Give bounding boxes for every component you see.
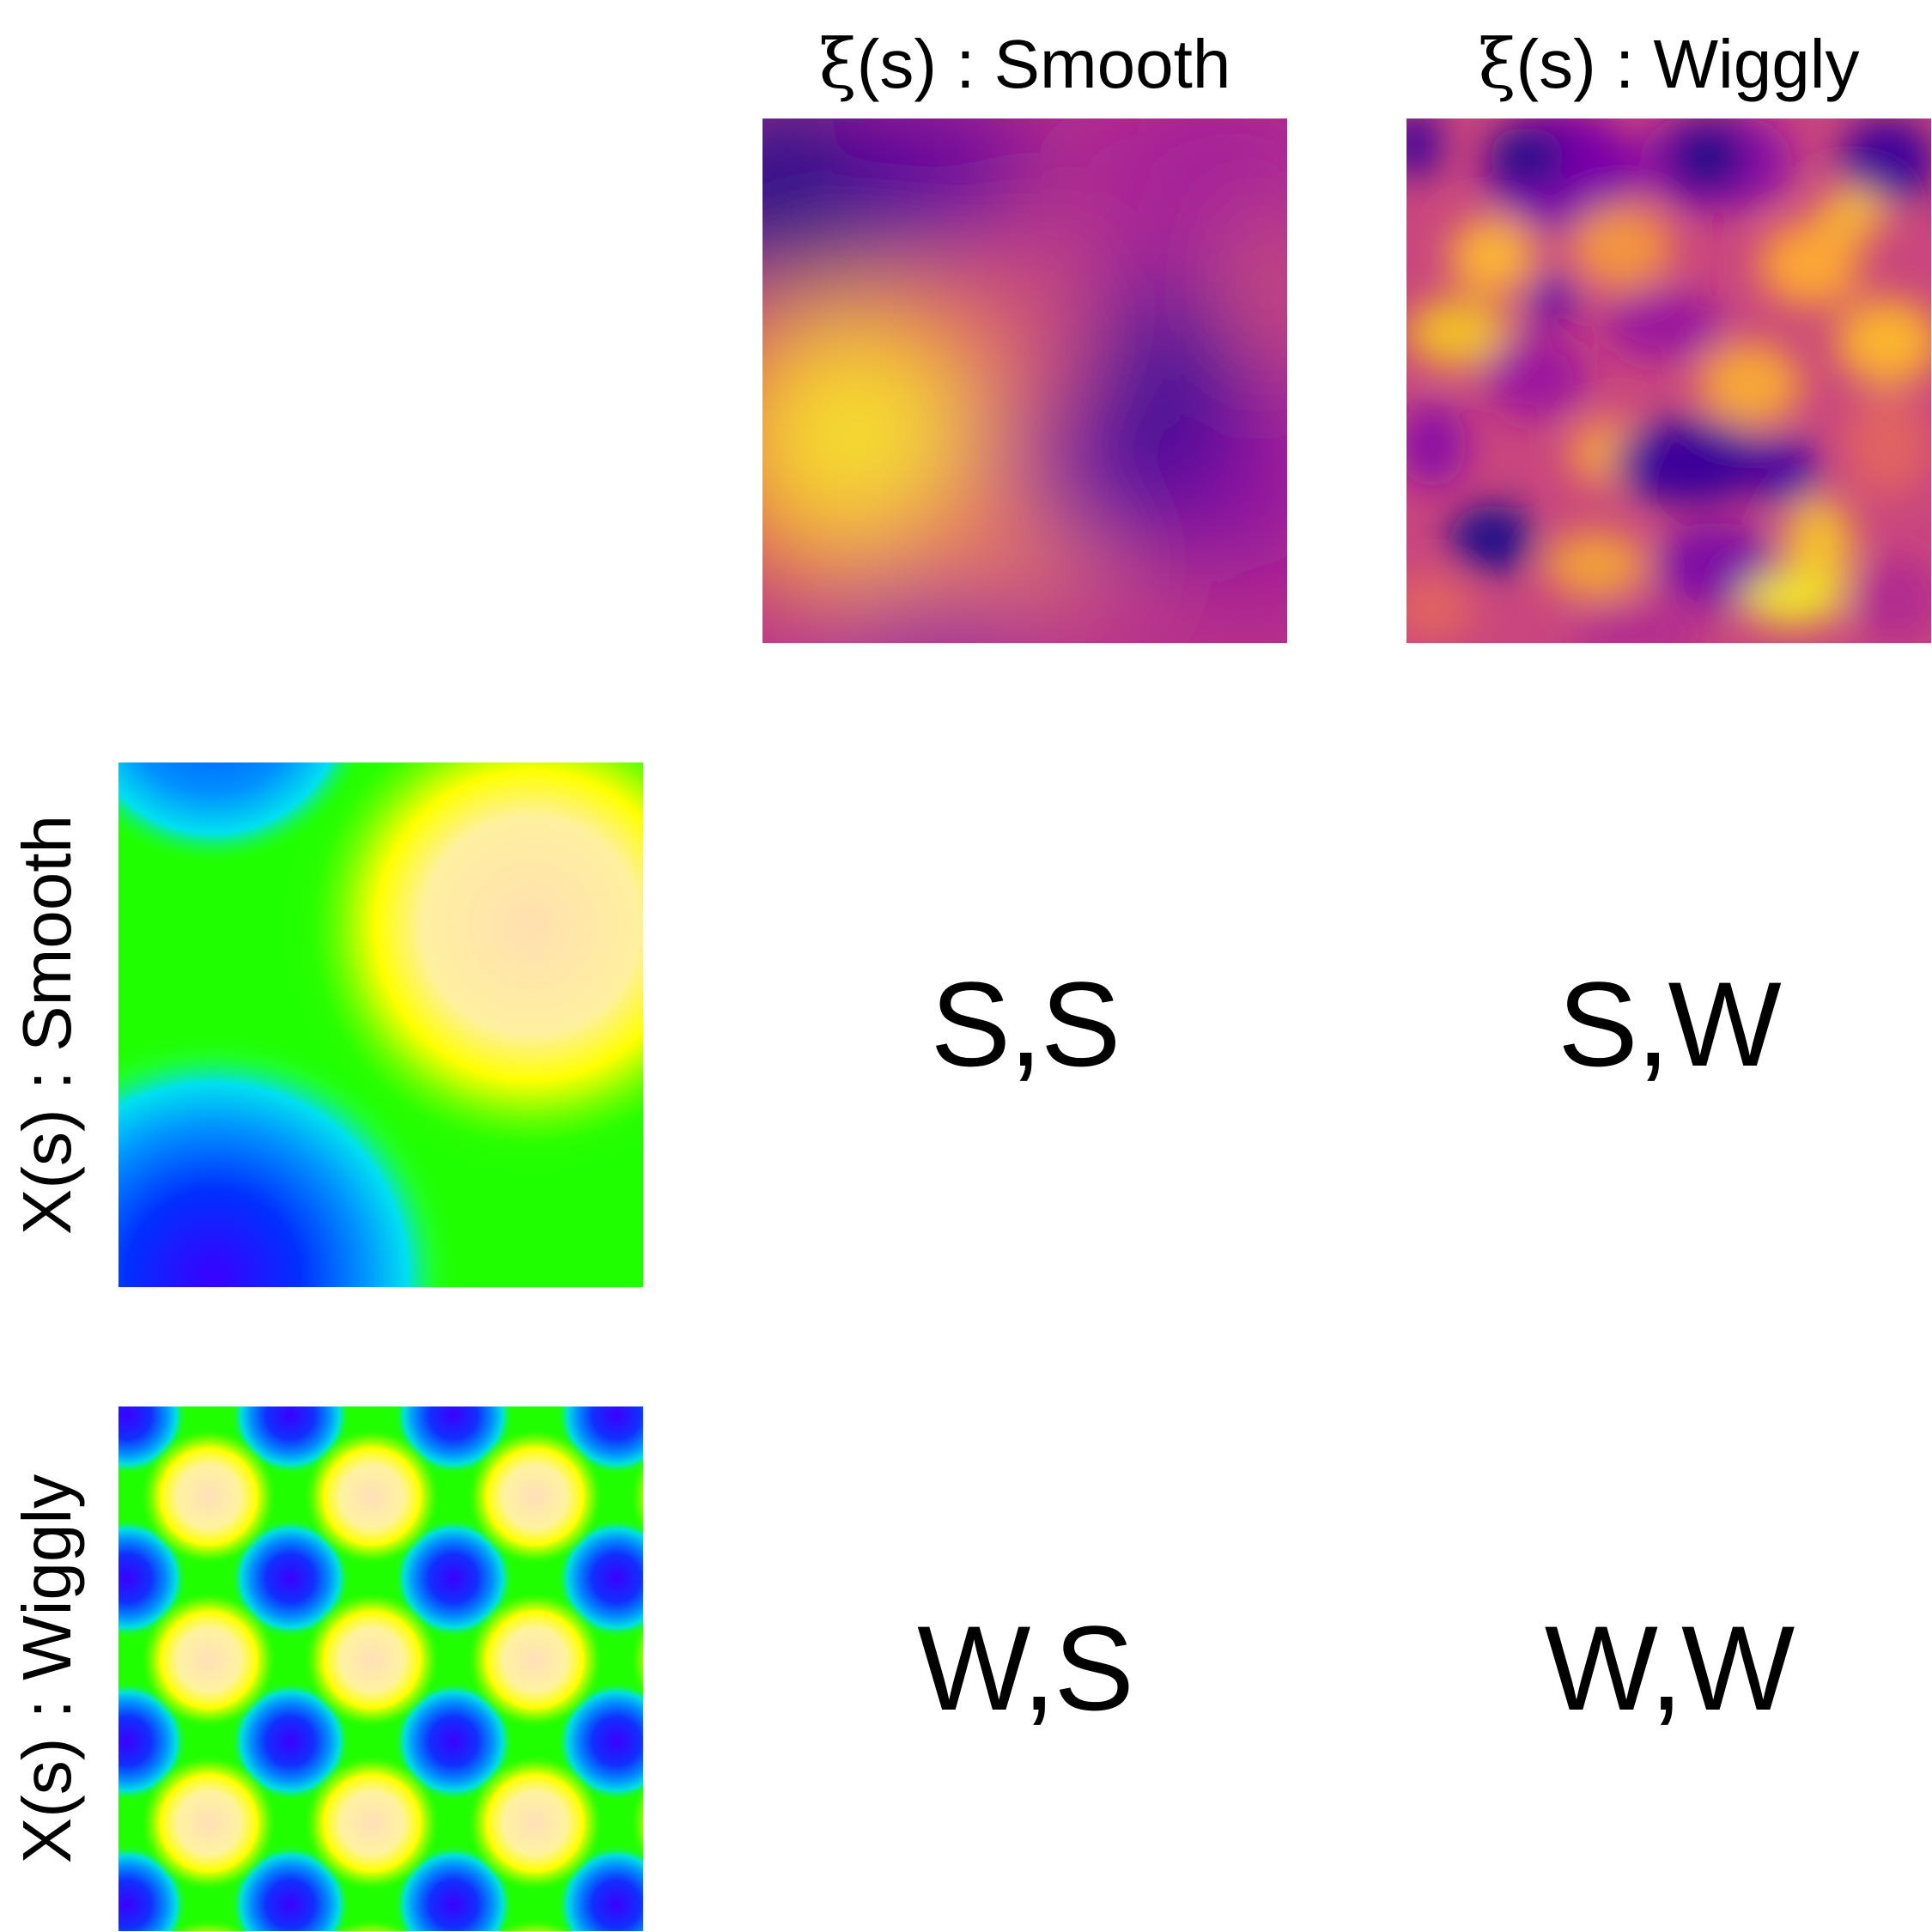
column-title-text: (s) : Wiggly — [1516, 26, 1860, 102]
row-title-x-wiggly: X(s) : Wiggly — [9, 1473, 85, 1864]
cell-label-smooth-wiggly: S,W — [1558, 957, 1781, 1091]
xi-symbol: ξ — [818, 24, 857, 104]
cell-label-wiggly-smooth: W,S — [917, 1601, 1134, 1735]
xi-symbol: ξ — [1478, 24, 1516, 104]
x-smooth-field-image — [118, 762, 643, 1287]
cell-label-wiggly-wiggly: W,W — [1544, 1601, 1795, 1735]
row-title-x-smooth: X(s) : Smooth — [9, 814, 85, 1236]
column-title-xi-smooth: ξ(s) : Smooth — [762, 17, 1287, 112]
xi-smooth-field-image — [762, 118, 1287, 643]
x-wiggly-field-image — [118, 1406, 643, 1931]
column-title-text: (s) : Smooth — [856, 26, 1231, 102]
xi-wiggly-field-image — [1406, 118, 1931, 643]
column-title-xi-wiggly: ξ(s) : Wiggly — [1406, 17, 1931, 112]
cell-label-smooth-smooth: S,S — [930, 957, 1121, 1091]
